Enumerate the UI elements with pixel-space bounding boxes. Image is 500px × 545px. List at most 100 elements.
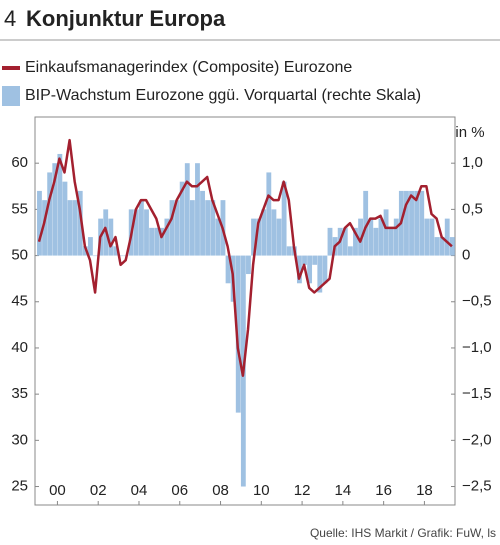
x-tick-label: 06: [171, 482, 188, 499]
bar: [88, 237, 93, 256]
bar: [347, 246, 353, 256]
y2-tick-label: −1,5: [462, 385, 492, 402]
bar: [205, 200, 211, 256]
bar: [149, 227, 155, 256]
x-tick-label: 00: [49, 482, 66, 499]
bar: [281, 181, 287, 256]
x-tick-label: 04: [131, 482, 148, 499]
x-tick-label: 02: [90, 482, 107, 499]
bar: [429, 218, 435, 256]
bar: [210, 200, 216, 256]
bar: [312, 255, 318, 265]
bar: [37, 190, 42, 256]
bar: [388, 227, 394, 256]
bar: [449, 237, 455, 256]
bar: [434, 237, 440, 256]
bar: [317, 255, 323, 293]
bar: [419, 190, 425, 256]
bar: [307, 255, 313, 284]
x-tick-label: 10: [253, 482, 270, 499]
y-tick-label: 40: [11, 339, 28, 356]
bar: [276, 218, 282, 256]
bar: [144, 209, 149, 256]
plot-frame: [34, 116, 456, 506]
bar: [169, 200, 175, 256]
x-tick-label: 16: [375, 482, 392, 499]
y2-tick-label: 0: [462, 247, 470, 264]
source: Quelle: IHS Markit / Grafik: FuW, ls: [310, 526, 496, 540]
x-tick-label: 12: [294, 482, 311, 499]
legend-label: BIP-Wachstum Eurozone ggü. Vorquartal (r…: [25, 87, 421, 104]
y2-tick-label: −1,0: [462, 339, 492, 356]
bar: [200, 190, 205, 256]
bar: [368, 218, 374, 256]
bar: [424, 218, 430, 256]
bar: [373, 227, 379, 256]
x-tick-label: 08: [212, 482, 229, 499]
bar: [342, 227, 348, 256]
bar: [235, 255, 241, 413]
bar: [67, 200, 73, 256]
bar: [154, 227, 160, 256]
y-tick-label: 25: [11, 477, 28, 494]
bar: [108, 218, 114, 256]
bar: [302, 255, 307, 265]
bar: [266, 172, 272, 256]
bar: [322, 255, 328, 284]
bar: [363, 190, 369, 256]
x-tick-label: 18: [416, 482, 433, 499]
bar: [409, 190, 414, 256]
bar: [439, 237, 445, 256]
bar: [261, 209, 267, 256]
bar: [378, 218, 384, 256]
y-tick-label: 55: [11, 200, 28, 217]
bar: [42, 200, 47, 256]
y-tick-label: 50: [11, 247, 28, 264]
bar: [113, 246, 119, 256]
bar: [133, 209, 139, 256]
y2-axis-label: in %: [455, 124, 484, 141]
bar: [52, 163, 58, 256]
bar: [174, 200, 180, 256]
bar: [57, 153, 63, 256]
chart-number: 4: [4, 6, 16, 31]
bar: [189, 200, 195, 256]
y-tick-label: 45: [11, 293, 28, 310]
bar: [251, 218, 256, 256]
bar: [271, 209, 277, 256]
y2-tick-label: −2,5: [462, 477, 492, 494]
bar: [286, 246, 292, 256]
y-tick-label: 30: [11, 431, 28, 448]
bar: [393, 218, 399, 256]
y2-tick-label: 0,5: [462, 200, 483, 217]
bar: [256, 218, 262, 256]
bar: [179, 181, 185, 256]
bar: [444, 218, 450, 256]
bar: [138, 200, 144, 256]
y-tick-label: 60: [11, 154, 28, 171]
chart-title: Konjunktur Europa: [26, 6, 226, 31]
x-tick-label: 14: [335, 482, 352, 499]
bar: [195, 163, 200, 256]
bar: [72, 200, 78, 256]
bar: [353, 227, 358, 256]
bar: [184, 163, 190, 256]
y-tick-label: 35: [11, 385, 28, 402]
bar: [62, 181, 68, 256]
bar: [327, 227, 333, 256]
line: [37, 138, 453, 377]
legend-swatch: [2, 86, 20, 106]
bar: [296, 255, 302, 284]
legend-label: Einkaufsmanagerindex (Composite) Eurozon…: [25, 59, 352, 76]
y2-tick-label: −0,5: [462, 293, 492, 310]
bar: [215, 218, 221, 256]
bar: [383, 209, 389, 256]
bar: [225, 255, 231, 284]
bar: [414, 190, 420, 256]
bar: [77, 190, 83, 256]
bar: [159, 227, 165, 256]
bar: [404, 190, 409, 256]
y2-tick-label: 1,0: [462, 154, 483, 171]
bar: [47, 172, 53, 256]
